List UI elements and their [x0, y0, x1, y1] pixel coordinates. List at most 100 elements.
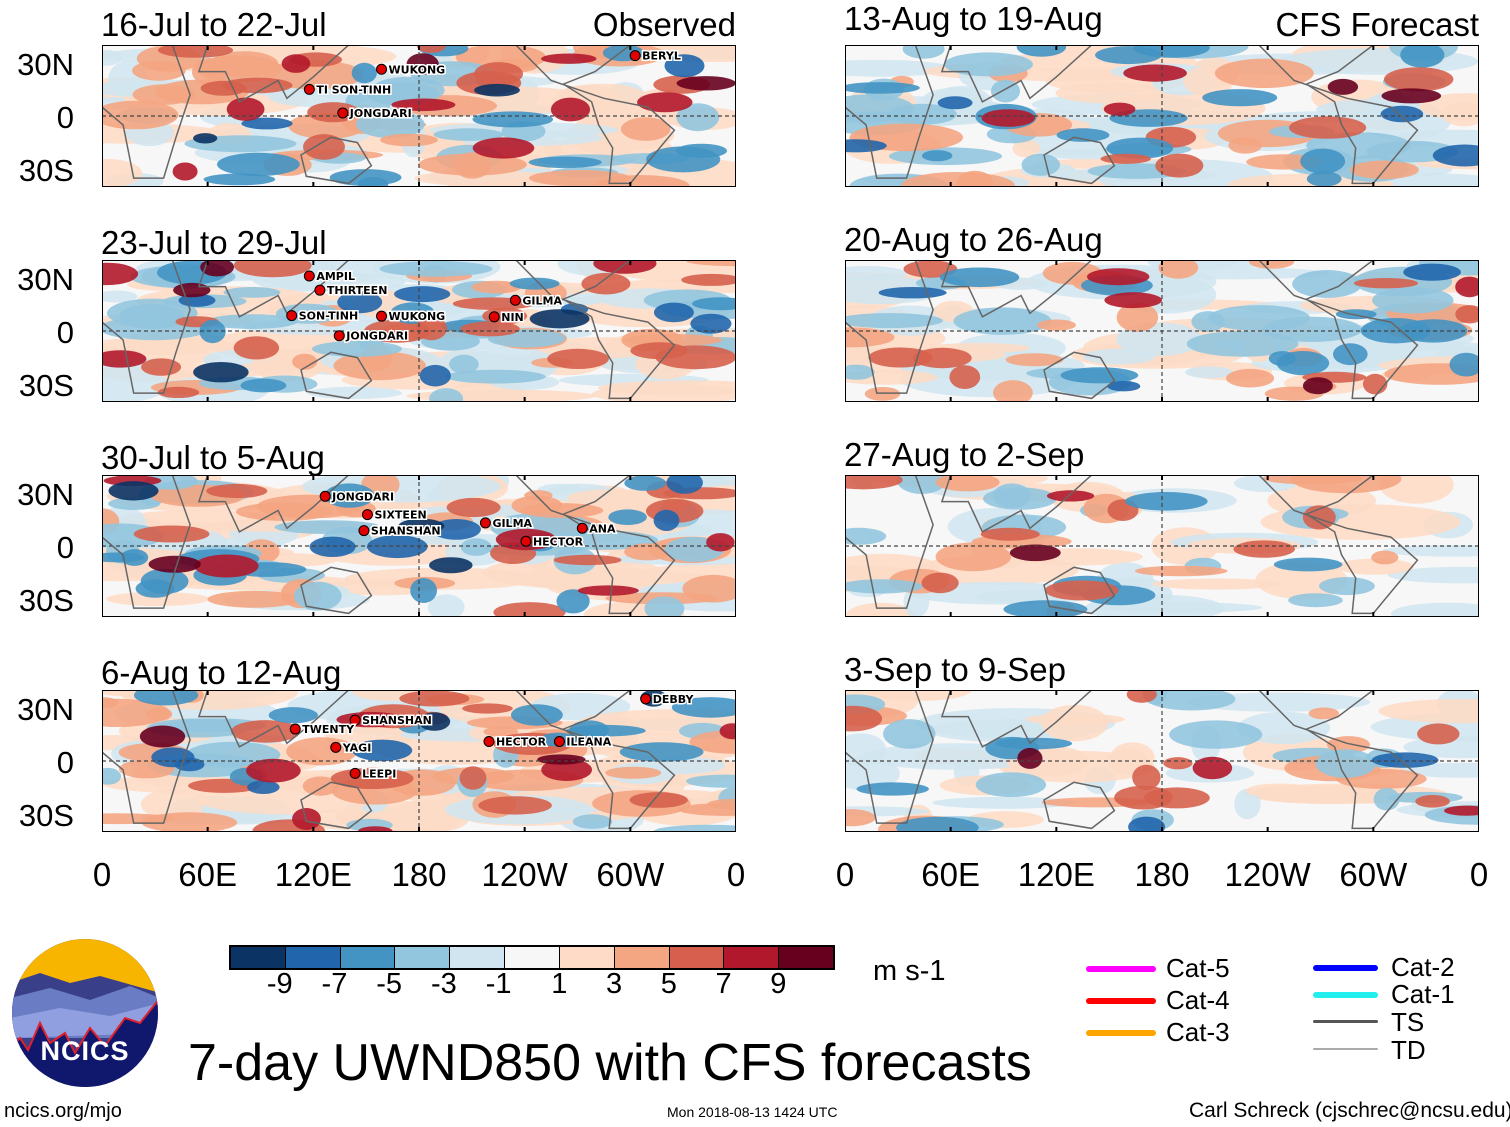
anomaly-map	[845, 45, 1479, 187]
coastline	[300, 351, 373, 400]
anomaly-contour	[240, 378, 287, 393]
anomaly-contour	[102, 767, 122, 785]
anomaly-contour	[1158, 260, 1199, 279]
coastline	[514, 690, 676, 830]
coastline	[102, 690, 191, 824]
anomaly-contour	[692, 297, 736, 311]
anomaly-contour	[292, 353, 318, 370]
storm-marker	[483, 735, 495, 747]
x-tick-label: 60W	[596, 856, 665, 893]
y-tick-label: 0	[56, 315, 74, 350]
anomaly-contour	[624, 475, 667, 491]
storm-marker	[314, 284, 326, 296]
anomaly-contour	[102, 697, 119, 709]
anomaly-contour	[157, 45, 234, 58]
storm-marker	[509, 294, 521, 306]
y-tick-label: 0	[56, 100, 74, 135]
storm-label: JONGDARI	[345, 330, 408, 343]
storm-marker	[361, 509, 373, 521]
storm-marker	[303, 270, 315, 282]
anomaly-contour	[472, 137, 535, 159]
anomaly-contour	[429, 557, 473, 574]
storm-marker	[488, 311, 500, 323]
anomaly-contour	[629, 792, 688, 808]
coastline	[940, 45, 1093, 103]
storm-label: LEEPI	[362, 767, 396, 780]
anomaly-contour	[939, 267, 1020, 288]
anomaly-contour	[102, 158, 143, 187]
storm-label: NIN	[501, 311, 524, 324]
anomaly-contour	[1415, 795, 1450, 808]
colorbar-swatch	[340, 947, 396, 968]
storm-marker	[337, 107, 349, 119]
storm-label: HECTOR	[496, 735, 547, 748]
anomaly-contour	[1097, 602, 1263, 613]
anomaly-contour	[901, 172, 1015, 187]
footer-url[interactable]: ncics.org/mjo	[4, 1100, 122, 1122]
anomaly-contour	[577, 585, 639, 596]
anomaly-contour	[932, 796, 1076, 809]
colorbar-label: -1	[485, 968, 512, 1000]
anomaly-contour	[1126, 690, 1157, 703]
anomaly-contour	[428, 594, 465, 617]
anomaly-contour	[133, 525, 210, 543]
anomaly-contour	[593, 260, 657, 274]
anomaly-contour	[707, 798, 736, 810]
anomaly-contour	[1449, 352, 1479, 377]
anomaly-contour	[1400, 45, 1445, 68]
colorbar-swatch	[669, 947, 725, 968]
anomaly-contour	[1060, 367, 1139, 384]
anomaly-contour	[357, 177, 389, 187]
anomaly-contour	[472, 111, 554, 128]
anomaly-contour	[896, 475, 947, 494]
storm-label: SON-TINH	[299, 310, 358, 323]
coastline	[1257, 45, 1419, 185]
coastline	[197, 475, 350, 533]
anomaly-contour	[1123, 64, 1187, 82]
x-tick-label: 180	[391, 856, 447, 893]
anomaly-contour	[1202, 89, 1278, 107]
anomaly-contour	[233, 336, 280, 360]
anomaly-contour	[655, 345, 736, 370]
anomaly-contour	[231, 720, 301, 743]
storm-label: JONGDARI	[331, 490, 394, 503]
anomaly-contour	[102, 262, 139, 286]
anomaly-contour	[1103, 102, 1136, 116]
panel-title: 27-Aug to 2-Sep	[844, 436, 1085, 473]
anomaly-contour	[108, 481, 159, 501]
anomaly-contour	[921, 572, 959, 594]
anomaly-contour	[135, 579, 175, 598]
anomaly-contour	[1336, 558, 1414, 575]
anomaly-contour	[572, 814, 613, 829]
anomaly-map	[845, 475, 1479, 617]
anomaly-contour	[1403, 263, 1461, 281]
y-tick-label: 30N	[17, 262, 74, 297]
colorbar-label: 5	[660, 968, 677, 1000]
anomaly-contour	[406, 53, 439, 75]
x-tick-label: 60E	[921, 856, 981, 893]
anomaly-contour	[172, 162, 198, 181]
coastline	[845, 690, 934, 824]
anomaly-contour	[556, 589, 590, 614]
anomaly-contour	[509, 277, 560, 290]
anomaly-contour	[235, 502, 333, 521]
legend-label: Cat-5	[1166, 953, 1230, 983]
x-tick-label: 0	[835, 856, 855, 893]
anomaly-contour	[193, 362, 249, 383]
coastline	[102, 260, 191, 394]
footer-author: Carl Schreck (cjschrec@ncsu.edu)	[1189, 1099, 1510, 1122]
anomaly-contour	[1044, 580, 1119, 601]
logo-text: NCICS	[40, 1036, 130, 1066]
anomaly-contour	[398, 518, 445, 534]
anomaly-contour	[399, 690, 470, 707]
storm-label: AMPIL	[316, 270, 355, 283]
storm-label: GILMA	[492, 517, 532, 530]
anomaly-contour	[1234, 788, 1261, 820]
anomaly-contour	[1432, 144, 1479, 167]
storm-marker	[576, 522, 588, 534]
colorbar-swatch	[231, 947, 286, 968]
anomaly-contour	[845, 602, 916, 617]
anomaly-contour	[1391, 602, 1479, 617]
anomaly-contour	[459, 766, 487, 790]
anomaly-contour	[474, 83, 520, 97]
